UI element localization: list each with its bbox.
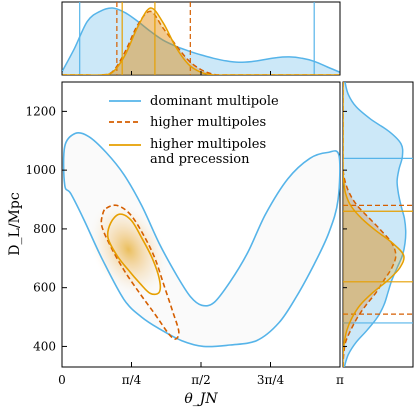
y-tick-label-4: 1200	[25, 104, 56, 118]
legend-label-higher: higher multipoles	[150, 115, 266, 130]
top-marginal-fill-dominant	[62, 7, 340, 75]
legend-label-precession-line1: higher multipoles	[150, 137, 266, 152]
y-tick-label-0: 400	[33, 339, 56, 353]
x-tick-label-1: π/4	[122, 373, 142, 387]
x-tick-label-4: π	[336, 373, 344, 387]
x-tick-label-0: 0	[58, 373, 66, 387]
right-marginal-panel	[342, 81, 414, 368]
density-peak-shading	[88, 200, 169, 299]
top-marginal-fill-precession	[62, 7, 340, 75]
legend-label-precession-line2: and precession	[150, 152, 250, 167]
legend-label-dominant: dominant multipole	[150, 94, 279, 109]
contour-higher	[100, 204, 180, 340]
x-tick-label-2: π/2	[191, 373, 211, 387]
right-marginal-line-precession	[343, 82, 405, 367]
y-tick-label-3: 1000	[25, 163, 56, 177]
right-marginal-fill-precession	[343, 82, 404, 367]
contour-dominant	[62, 131, 340, 348]
top-marginal-line-higher	[62, 10, 340, 75]
y-tick-label-2: 800	[33, 222, 56, 236]
top-marginal-fill-higher	[62, 11, 340, 75]
right-marginal-line-higher	[343, 82, 397, 367]
x-axis-label: θ_JN	[184, 391, 218, 407]
y-axis-label: D_L/Mpc	[7, 192, 23, 256]
x-tick-label-3: 3π/4	[257, 373, 285, 387]
legend: dominant multipole higher multipoles hig…	[109, 94, 279, 167]
y-tick-label-1: 600	[33, 281, 56, 295]
contour-precession	[106, 213, 162, 296]
right-marginal-line-dominant	[343, 82, 407, 367]
top-marginal-line-dominant	[62, 7, 340, 73]
right-marginal-fill-dominant	[343, 82, 406, 367]
